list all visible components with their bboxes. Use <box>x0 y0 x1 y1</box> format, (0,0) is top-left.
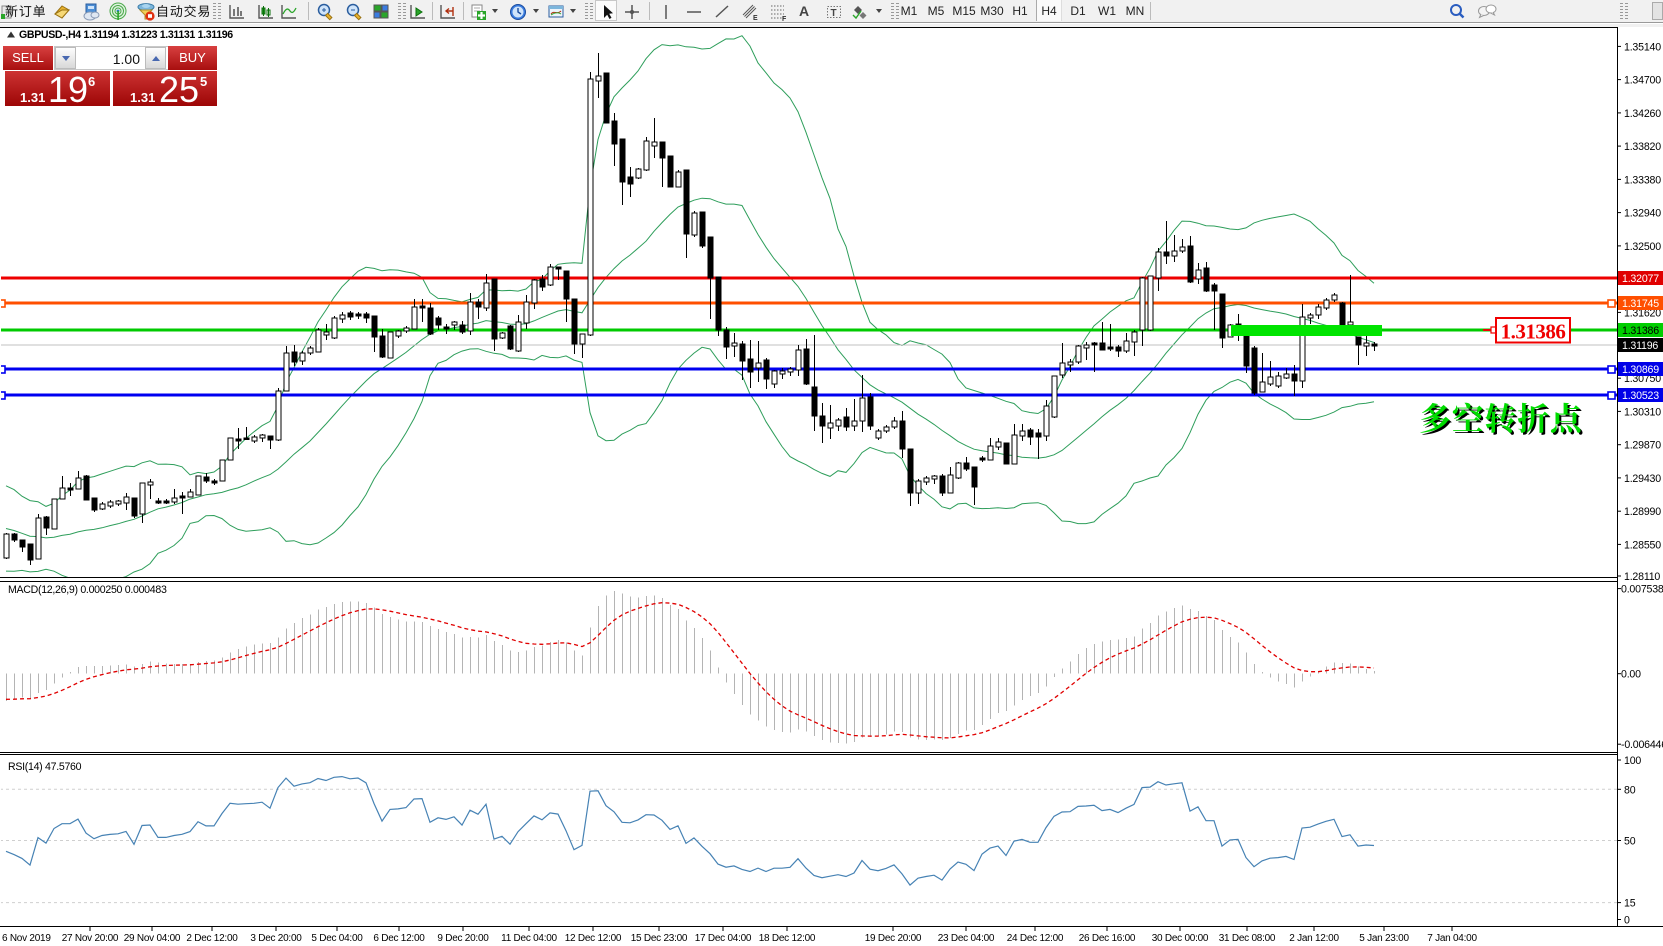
svg-text:1.35140: 1.35140 <box>1624 41 1661 53</box>
svg-text:15 Dec 23:00: 15 Dec 23:00 <box>631 933 688 944</box>
svg-text:31 Dec 08:00: 31 Dec 08:00 <box>1219 933 1276 944</box>
svg-text:5 Jan 23:00: 5 Jan 23:00 <box>1359 933 1409 944</box>
svg-text:0: 0 <box>1624 915 1630 927</box>
svg-text:6 Nov 2019: 6 Nov 2019 <box>2 933 51 944</box>
svg-text:15: 15 <box>1624 898 1636 910</box>
svg-text:1.30869: 1.30869 <box>1622 364 1659 376</box>
svg-text:-0.006446: -0.006446 <box>1621 739 1663 751</box>
svg-text:27 Nov 20:00: 27 Nov 20:00 <box>62 933 119 944</box>
svg-text:1.32940: 1.32940 <box>1624 208 1661 220</box>
svg-text:MACD(12,26,9) 0.000250 0.00048: MACD(12,26,9) 0.000250 0.000483 <box>8 584 167 596</box>
svg-text:1.31745: 1.31745 <box>1622 298 1659 310</box>
svg-text:2 Jan 12:00: 2 Jan 12:00 <box>1289 933 1339 944</box>
svg-text:1.28990: 1.28990 <box>1624 506 1661 518</box>
svg-text:GBPUSD-,H4 1.31194 1.31223 1.: GBPUSD-,H4 1.31194 1.31223 1.31131 1.311… <box>19 29 233 41</box>
svg-text:5 Dec 04:00: 5 Dec 04:00 <box>311 933 363 944</box>
svg-text:1.32500: 1.32500 <box>1624 241 1661 253</box>
svg-text:9 Dec 20:00: 9 Dec 20:00 <box>437 933 489 944</box>
svg-text:100: 100 <box>1624 755 1641 767</box>
svg-text:1.29430: 1.29430 <box>1624 473 1661 485</box>
svg-text:1.34260: 1.34260 <box>1624 108 1661 120</box>
svg-text:T: T <box>831 8 837 19</box>
svg-text:E: E <box>753 15 758 22</box>
svg-text:1.33380: 1.33380 <box>1624 174 1661 186</box>
svg-text:2 Dec 12:00: 2 Dec 12:00 <box>186 933 238 944</box>
svg-text:1.30750: 1.30750 <box>1624 373 1661 385</box>
svg-text:0.007538: 0.007538 <box>1621 584 1663 596</box>
svg-text:11 Dec 04:00: 11 Dec 04:00 <box>501 933 557 944</box>
svg-text:1.34700: 1.34700 <box>1624 75 1661 87</box>
svg-text:50: 50 <box>1624 836 1636 848</box>
svg-text:1.28550: 1.28550 <box>1624 539 1661 551</box>
svg-text:29 Nov 04:00: 29 Nov 04:00 <box>124 933 181 944</box>
svg-text:26 Dec 16:00: 26 Dec 16:00 <box>1079 933 1136 944</box>
svg-text:12 Dec 12:00: 12 Dec 12:00 <box>565 933 622 944</box>
svg-text:1.31196: 1.31196 <box>1622 340 1658 352</box>
svg-text:18 Dec 12:00: 18 Dec 12:00 <box>759 933 816 944</box>
svg-text:0.00: 0.00 <box>1621 669 1641 681</box>
svg-text:3 Dec 20:00: 3 Dec 20:00 <box>250 933 302 944</box>
svg-text:6 Dec 12:00: 6 Dec 12:00 <box>373 933 425 944</box>
svg-text:19 Dec 20:00: 19 Dec 20:00 <box>865 933 922 944</box>
svg-text:1.30523: 1.30523 <box>1622 390 1659 402</box>
svg-text:80: 80 <box>1624 784 1636 796</box>
svg-text:7 Jan 04:00: 7 Jan 04:00 <box>1427 933 1477 944</box>
svg-text:23 Dec 04:00: 23 Dec 04:00 <box>938 933 995 944</box>
svg-text:17 Dec 04:00: 17 Dec 04:00 <box>695 933 752 944</box>
svg-text:30 Dec 00:00: 30 Dec 00:00 <box>1152 933 1209 944</box>
svg-text:RSI(14) 47.5760: RSI(14) 47.5760 <box>8 761 82 773</box>
svg-text:F: F <box>782 16 787 22</box>
svg-text:1.28110: 1.28110 <box>1624 571 1660 583</box>
svg-text:1.33820: 1.33820 <box>1624 141 1661 153</box>
svg-text:1.31620: 1.31620 <box>1624 307 1661 319</box>
svg-text:1.31386: 1.31386 <box>1622 325 1659 337</box>
svg-text:1.31386: 1.31386 <box>1501 320 1566 344</box>
svg-text:1.29870: 1.29870 <box>1624 440 1661 452</box>
svg-text:1.30310: 1.30310 <box>1624 406 1661 418</box>
svg-text:1.32077: 1.32077 <box>1622 273 1659 285</box>
svg-text:24 Dec 12:00: 24 Dec 12:00 <box>1007 933 1064 944</box>
